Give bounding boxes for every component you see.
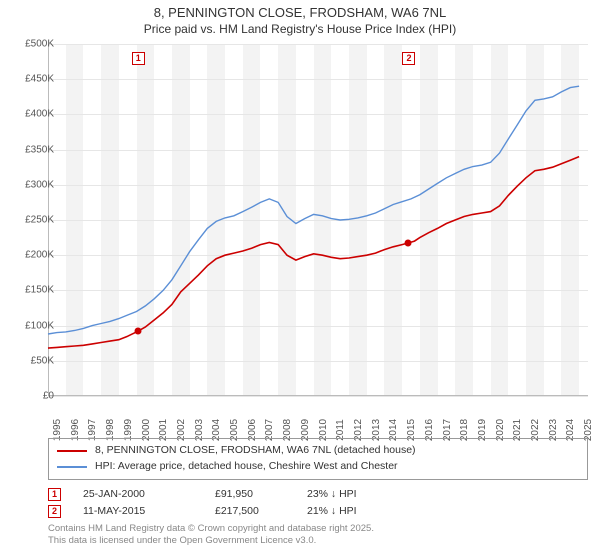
transaction-row: 1 25-JAN-2000 £91,950 23% ↓ HPI bbox=[48, 488, 588, 501]
chart-footer: 8, PENNINGTON CLOSE, FRODSHAM, WA6 7NL (… bbox=[48, 438, 588, 548]
marker-box: 1 bbox=[132, 52, 145, 65]
series-line-price_paid bbox=[48, 157, 579, 349]
transaction-price: £91,950 bbox=[215, 488, 285, 500]
y-tick-label: £300K bbox=[10, 179, 54, 190]
legend-row-price-paid: 8, PENNINGTON CLOSE, FRODSHAM, WA6 7NL (… bbox=[57, 443, 579, 459]
transaction-hpi-diff: 21% ↓ HPI bbox=[307, 505, 397, 517]
y-tick-label: £450K bbox=[10, 74, 54, 85]
legend-label-price-paid: 8, PENNINGTON CLOSE, FRODSHAM, WA6 7NL (… bbox=[95, 443, 416, 459]
legend-swatch-price-paid bbox=[57, 450, 87, 452]
transaction-price: £217,500 bbox=[215, 505, 285, 517]
legend-swatch-hpi bbox=[57, 466, 87, 468]
y-tick-label: £250K bbox=[10, 215, 54, 226]
marker-dot bbox=[134, 328, 141, 335]
y-tick-label: £150K bbox=[10, 285, 54, 296]
transaction-date: 25-JAN-2000 bbox=[83, 488, 193, 500]
y-tick-label: £0 bbox=[10, 391, 54, 402]
y-tick-label: £50K bbox=[10, 355, 54, 366]
plot-area: 12 bbox=[48, 44, 588, 396]
y-tick-label: £500K bbox=[10, 39, 54, 50]
attribution-text: Contains HM Land Registry data © Crown c… bbox=[48, 523, 588, 549]
legend-box: 8, PENNINGTON CLOSE, FRODSHAM, WA6 7NL (… bbox=[48, 438, 588, 480]
legend-row-hpi: HPI: Average price, detached house, Ches… bbox=[57, 459, 579, 475]
y-tick-label: £100K bbox=[10, 320, 54, 331]
y-tick-label: £200K bbox=[10, 250, 54, 261]
transaction-row: 2 11-MAY-2015 £217,500 21% ↓ HPI bbox=[48, 505, 588, 518]
y-tick-label: £350K bbox=[10, 144, 54, 155]
attribution-line-1: Contains HM Land Registry data © Crown c… bbox=[48, 523, 588, 536]
chart-container: 8, PENNINGTON CLOSE, FRODSHAM, WA6 7NL P… bbox=[0, 0, 600, 560]
line-chart-svg bbox=[48, 44, 588, 396]
transaction-marker-1: 1 bbox=[48, 488, 61, 501]
y-tick-label: £400K bbox=[10, 109, 54, 120]
attribution-line-2: This data is licensed under the Open Gov… bbox=[48, 535, 588, 548]
series-line-hpi bbox=[48, 86, 579, 334]
legend-label-hpi: HPI: Average price, detached house, Ches… bbox=[95, 459, 398, 475]
marker-dot bbox=[405, 239, 412, 246]
transaction-hpi-diff: 23% ↓ HPI bbox=[307, 488, 397, 500]
marker-box: 2 bbox=[402, 52, 415, 65]
transaction-marker-2: 2 bbox=[48, 505, 61, 518]
transaction-date: 11-MAY-2015 bbox=[83, 505, 193, 517]
chart-subtitle: Price paid vs. HM Land Registry's House … bbox=[0, 22, 600, 42]
chart-title: 8, PENNINGTON CLOSE, FRODSHAM, WA6 7NL bbox=[0, 0, 600, 22]
transactions-table: 1 25-JAN-2000 £91,950 23% ↓ HPI 2 11-MAY… bbox=[48, 488, 588, 518]
